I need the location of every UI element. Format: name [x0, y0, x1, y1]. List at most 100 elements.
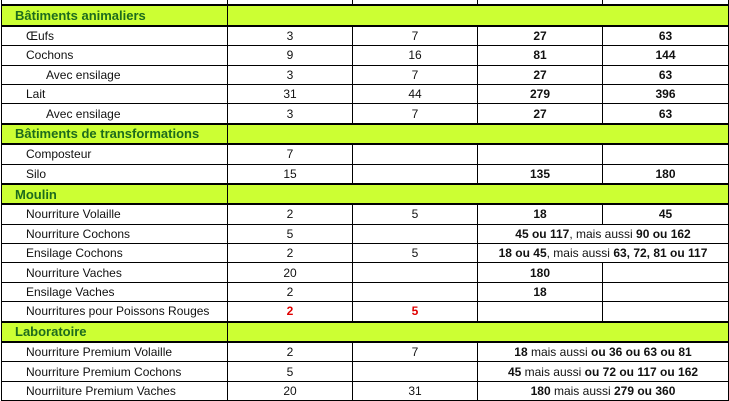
table-row: Composteur 7: [1, 143, 729, 165]
row-label-text: Nourriture Volaille: [26, 207, 121, 222]
col-2: 7: [352, 341, 478, 363]
col-3-4-merged: 180 mais aussi 279 ou 360: [477, 380, 729, 401]
table-row: Nourriture Vaches 20 180: [1, 262, 729, 283]
value-segment: 27: [533, 106, 547, 121]
col-2: 44: [352, 83, 478, 105]
section-header-fill: [227, 182, 729, 206]
col-4: 180: [602, 163, 729, 185]
section-title-text: Moulin: [15, 186, 57, 202]
section-header: Laboratoire: [1, 320, 729, 344]
cell-text: 7: [411, 67, 419, 82]
col-1: 20: [227, 380, 353, 401]
col-2: 7: [352, 64, 478, 85]
cell-text: 5: [411, 304, 419, 319]
cell-text: 44: [408, 87, 422, 102]
section-title: Bâtiments animaliers: [1, 4, 228, 27]
row-label-text: Ensilage Vaches: [26, 285, 115, 300]
value-segment: 18 ou 45: [498, 246, 547, 261]
col-1: 3: [227, 103, 353, 125]
col-4: 63: [602, 103, 729, 125]
value-segment: 135: [529, 166, 551, 181]
value-segment: 180: [529, 265, 551, 280]
cell-text: 2: [286, 304, 294, 319]
row-label: Cochons: [1, 45, 228, 66]
cell-text: 7: [286, 147, 294, 162]
row-label: Œufs: [1, 25, 228, 47]
table-row: Nourriture Premium Cochons 5 45 mais aussi…: [1, 361, 729, 382]
value-segment: 144: [655, 48, 676, 63]
cell-text: 3: [286, 106, 294, 121]
row-label: Nourriture Cochons: [1, 223, 228, 245]
value-segment: 81: [533, 48, 547, 63]
col-1: 31: [227, 83, 353, 105]
cell-text: 5: [286, 364, 294, 379]
table-row: Avec ensilage 3 7 27 63: [1, 64, 729, 85]
value-segment: 18: [533, 207, 547, 222]
row-label-text: Ensilage Cochons: [26, 246, 123, 261]
row-label: Ensilage Cochons: [1, 243, 228, 264]
col-1: 2: [227, 341, 353, 363]
cell-text: 16: [408, 48, 422, 63]
cell-text: 2: [286, 345, 294, 360]
value-segment: mais aussi: [521, 364, 585, 379]
cell-text: 7: [411, 106, 419, 121]
value-segment: , mais aussi: [569, 226, 637, 241]
row-label: Nourriture Volaille: [1, 203, 228, 225]
row-label: Composteur: [1, 143, 228, 165]
col-1: 2: [227, 243, 353, 264]
table-row: Ensilage Cochons 2 5 18 ou 45, mais aussi 6…: [1, 243, 729, 264]
col-1: 9: [227, 45, 353, 66]
table-row: Nourriture Cochons 5 45 ou 117, mais aussi…: [1, 223, 729, 245]
value-segment: 279: [529, 87, 551, 102]
col-4: 144: [602, 45, 729, 66]
section-title-text: Laboratoire: [15, 324, 87, 340]
col-2: 5: [352, 203, 478, 225]
row-label: Nourritures pour Poissons Rouges: [1, 301, 228, 323]
section-title: Laboratoire: [1, 320, 228, 344]
cell-text: 7: [411, 28, 419, 43]
table-row: Nourriiture Premium Vaches 20 31 180 mais a…: [1, 380, 729, 401]
section-title-text: Bâtiments animaliers: [15, 8, 146, 24]
section-header: Bâtiments de transformations: [1, 122, 729, 146]
col-2: [352, 262, 478, 283]
col-1: 15: [227, 163, 353, 185]
cell-text: 3: [286, 28, 294, 43]
section-header-fill: [227, 4, 729, 27]
col-4: [602, 301, 729, 323]
col-4: 63: [602, 64, 729, 85]
table-row: Cochons 9 16 81 144: [1, 45, 729, 66]
value-segment: 63, 72, 81 ou 117: [613, 246, 708, 261]
table-row: Nourriture Premium Volaille 2 7 18 mais aus…: [1, 341, 729, 363]
section-title: Moulin: [1, 182, 228, 206]
col-1: 5: [227, 361, 353, 382]
row-label: Nourriiture Premium Vaches: [1, 380, 228, 401]
row-label-text: Nourritures pour Poissons Rouges: [26, 304, 210, 319]
col-1: 2: [227, 281, 353, 303]
col-3: 81: [477, 45, 603, 66]
cell-text: 15: [283, 166, 297, 181]
col-1: 5: [227, 223, 353, 245]
col-4: [602, 143, 729, 165]
section-header-fill: [227, 320, 729, 344]
value-segment: 18: [533, 285, 547, 300]
value-segment: mais aussi: [527, 345, 591, 360]
value-segment: 63: [658, 28, 673, 43]
col-3: [477, 301, 603, 323]
row-label-text: Nourriture Cochons: [26, 226, 131, 241]
cell-text: 20: [283, 265, 297, 280]
row-label: Avec ensilage: [1, 64, 228, 85]
section-header: Moulin: [1, 182, 729, 206]
value-segment: 18: [514, 345, 528, 360]
col-3: 279: [477, 83, 603, 105]
col-1: 3: [227, 25, 353, 47]
col-4: [602, 281, 729, 303]
col-3: 27: [477, 25, 603, 47]
col-1: 3: [227, 64, 353, 85]
value-segment: 279 ou 360: [614, 384, 676, 398]
table-row: Silo 15 135 180: [1, 163, 729, 185]
col-2: 7: [352, 25, 478, 47]
value-segment: 180: [655, 166, 676, 181]
table-row: Nourriture Volaille 2 5 18 45: [1, 203, 729, 225]
col-2: 5: [352, 243, 478, 264]
